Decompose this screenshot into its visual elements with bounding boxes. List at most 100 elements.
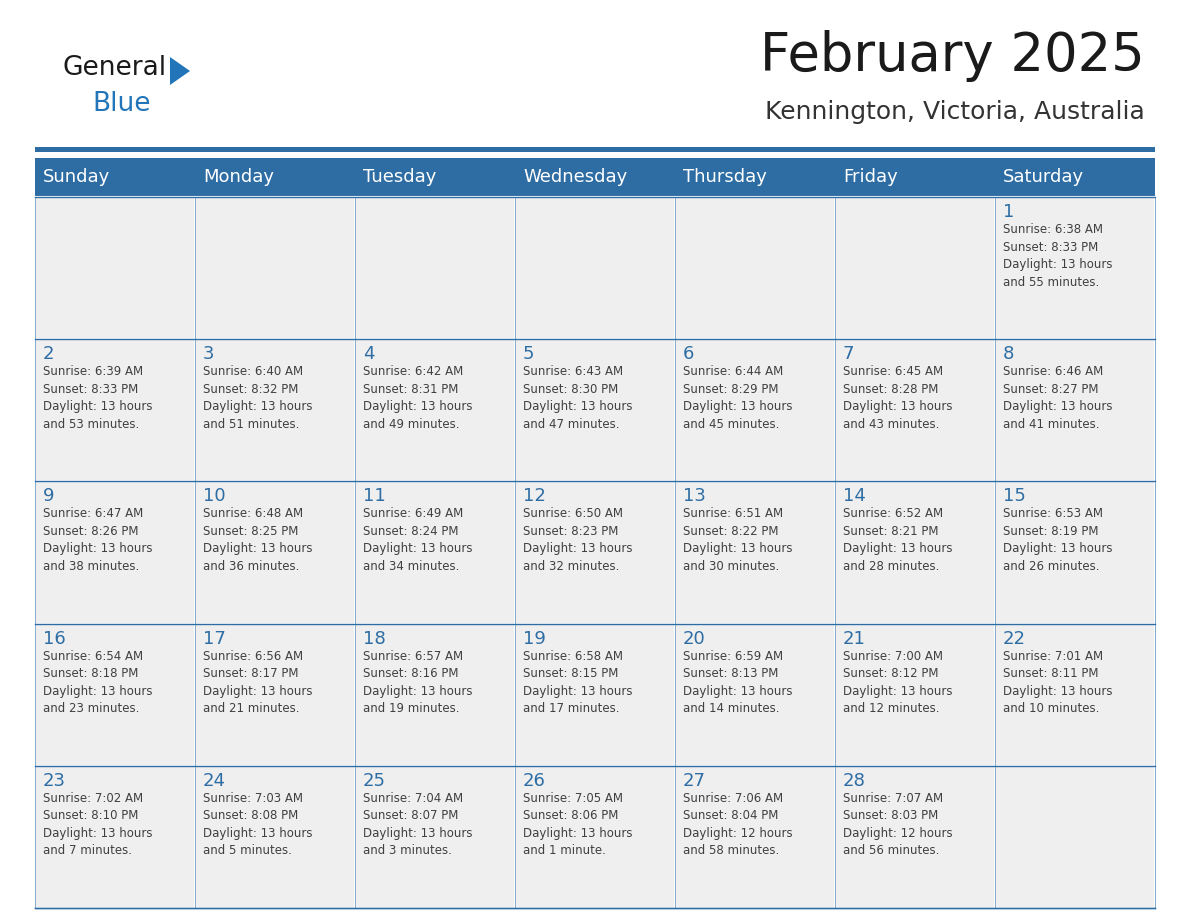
Bar <box>516 158 675 197</box>
Bar <box>516 766 675 908</box>
Text: Sunrise: 6:47 AM
Sunset: 8:26 PM
Daylight: 13 hours
and 38 minutes.: Sunrise: 6:47 AM Sunset: 8:26 PM Dayligh… <box>43 508 152 573</box>
Bar <box>516 623 675 766</box>
Text: 16: 16 <box>43 630 65 647</box>
Text: 22: 22 <box>1003 630 1026 647</box>
Text: Sunrise: 6:58 AM
Sunset: 8:15 PM
Daylight: 13 hours
and 17 minutes.: Sunrise: 6:58 AM Sunset: 8:15 PM Dayligh… <box>523 650 632 715</box>
Text: 9: 9 <box>43 487 55 506</box>
Text: Sunrise: 7:06 AM
Sunset: 8:04 PM
Daylight: 12 hours
and 58 minutes.: Sunrise: 7:06 AM Sunset: 8:04 PM Dayligh… <box>683 792 792 857</box>
Text: 5: 5 <box>523 345 535 364</box>
Text: 7: 7 <box>843 345 854 364</box>
Bar <box>355 158 516 197</box>
Bar <box>34 339 195 481</box>
Bar <box>34 766 195 908</box>
Bar <box>355 339 516 481</box>
Text: Sunrise: 6:48 AM
Sunset: 8:25 PM
Daylight: 13 hours
and 36 minutes.: Sunrise: 6:48 AM Sunset: 8:25 PM Dayligh… <box>203 508 312 573</box>
Text: Sunrise: 7:02 AM
Sunset: 8:10 PM
Daylight: 13 hours
and 7 minutes.: Sunrise: 7:02 AM Sunset: 8:10 PM Dayligh… <box>43 792 152 857</box>
Bar <box>996 623 1155 766</box>
FancyBboxPatch shape <box>34 147 1155 152</box>
Text: Sunrise: 7:03 AM
Sunset: 8:08 PM
Daylight: 13 hours
and 5 minutes.: Sunrise: 7:03 AM Sunset: 8:08 PM Dayligh… <box>203 792 312 857</box>
Text: 8: 8 <box>1003 345 1015 364</box>
Bar <box>195 766 355 908</box>
Text: Sunrise: 6:50 AM
Sunset: 8:23 PM
Daylight: 13 hours
and 32 minutes.: Sunrise: 6:50 AM Sunset: 8:23 PM Dayligh… <box>523 508 632 573</box>
Text: Sunrise: 6:39 AM
Sunset: 8:33 PM
Daylight: 13 hours
and 53 minutes.: Sunrise: 6:39 AM Sunset: 8:33 PM Dayligh… <box>43 365 152 431</box>
Text: Tuesday: Tuesday <box>364 169 436 186</box>
Text: 10: 10 <box>203 487 226 506</box>
Text: 21: 21 <box>843 630 866 647</box>
Bar <box>996 481 1155 623</box>
Text: Sunrise: 6:40 AM
Sunset: 8:32 PM
Daylight: 13 hours
and 51 minutes.: Sunrise: 6:40 AM Sunset: 8:32 PM Dayligh… <box>203 365 312 431</box>
Text: 26: 26 <box>523 772 545 789</box>
Text: Monday: Monday <box>203 169 274 186</box>
Text: 2: 2 <box>43 345 55 364</box>
Bar <box>835 339 996 481</box>
Bar <box>835 158 996 197</box>
Text: 11: 11 <box>364 487 386 506</box>
Text: Sunrise: 6:43 AM
Sunset: 8:30 PM
Daylight: 13 hours
and 47 minutes.: Sunrise: 6:43 AM Sunset: 8:30 PM Dayligh… <box>523 365 632 431</box>
Bar <box>835 197 996 339</box>
Text: Sunrise: 6:51 AM
Sunset: 8:22 PM
Daylight: 13 hours
and 30 minutes.: Sunrise: 6:51 AM Sunset: 8:22 PM Dayligh… <box>683 508 792 573</box>
Text: Sunrise: 7:04 AM
Sunset: 8:07 PM
Daylight: 13 hours
and 3 minutes.: Sunrise: 7:04 AM Sunset: 8:07 PM Dayligh… <box>364 792 473 857</box>
Text: Sunday: Sunday <box>43 169 110 186</box>
Bar <box>675 158 835 197</box>
Bar <box>675 766 835 908</box>
Text: Sunrise: 6:42 AM
Sunset: 8:31 PM
Daylight: 13 hours
and 49 minutes.: Sunrise: 6:42 AM Sunset: 8:31 PM Dayligh… <box>364 365 473 431</box>
Bar <box>675 481 835 623</box>
Text: 28: 28 <box>843 772 866 789</box>
Bar <box>835 623 996 766</box>
Bar <box>34 623 195 766</box>
Text: 20: 20 <box>683 630 706 647</box>
Bar <box>195 623 355 766</box>
Text: Friday: Friday <box>843 169 898 186</box>
Text: 17: 17 <box>203 630 226 647</box>
Text: Sunrise: 7:00 AM
Sunset: 8:12 PM
Daylight: 13 hours
and 12 minutes.: Sunrise: 7:00 AM Sunset: 8:12 PM Dayligh… <box>843 650 953 715</box>
Text: Sunrise: 6:45 AM
Sunset: 8:28 PM
Daylight: 13 hours
and 43 minutes.: Sunrise: 6:45 AM Sunset: 8:28 PM Dayligh… <box>843 365 953 431</box>
Text: 12: 12 <box>523 487 545 506</box>
Bar <box>516 197 675 339</box>
Text: 24: 24 <box>203 772 226 789</box>
Text: 23: 23 <box>43 772 67 789</box>
Text: Sunrise: 6:57 AM
Sunset: 8:16 PM
Daylight: 13 hours
and 19 minutes.: Sunrise: 6:57 AM Sunset: 8:16 PM Dayligh… <box>364 650 473 715</box>
Bar <box>675 339 835 481</box>
Text: Sunrise: 7:01 AM
Sunset: 8:11 PM
Daylight: 13 hours
and 10 minutes.: Sunrise: 7:01 AM Sunset: 8:11 PM Dayligh… <box>1003 650 1112 715</box>
Text: Sunrise: 6:54 AM
Sunset: 8:18 PM
Daylight: 13 hours
and 23 minutes.: Sunrise: 6:54 AM Sunset: 8:18 PM Dayligh… <box>43 650 152 715</box>
Text: Sunrise: 6:46 AM
Sunset: 8:27 PM
Daylight: 13 hours
and 41 minutes.: Sunrise: 6:46 AM Sunset: 8:27 PM Dayligh… <box>1003 365 1112 431</box>
Text: Saturday: Saturday <box>1003 169 1085 186</box>
Text: Sunrise: 6:49 AM
Sunset: 8:24 PM
Daylight: 13 hours
and 34 minutes.: Sunrise: 6:49 AM Sunset: 8:24 PM Dayligh… <box>364 508 473 573</box>
Text: 6: 6 <box>683 345 694 364</box>
Bar <box>996 339 1155 481</box>
Text: 13: 13 <box>683 487 706 506</box>
Bar <box>34 158 195 197</box>
Text: Kennington, Victoria, Australia: Kennington, Victoria, Australia <box>765 100 1145 124</box>
Text: General: General <box>62 55 166 81</box>
Bar <box>355 197 516 339</box>
Bar <box>675 197 835 339</box>
Text: Blue: Blue <box>91 91 151 117</box>
Text: 27: 27 <box>683 772 706 789</box>
Bar <box>34 197 195 339</box>
Bar <box>355 766 516 908</box>
Bar <box>996 766 1155 908</box>
Text: Sunrise: 7:07 AM
Sunset: 8:03 PM
Daylight: 12 hours
and 56 minutes.: Sunrise: 7:07 AM Sunset: 8:03 PM Dayligh… <box>843 792 953 857</box>
Bar <box>195 481 355 623</box>
Text: 1: 1 <box>1003 203 1015 221</box>
Bar <box>195 339 355 481</box>
Bar <box>34 481 195 623</box>
Bar <box>996 197 1155 339</box>
Text: Thursday: Thursday <box>683 169 767 186</box>
Bar <box>516 339 675 481</box>
Text: 4: 4 <box>364 345 374 364</box>
Text: Sunrise: 7:05 AM
Sunset: 8:06 PM
Daylight: 13 hours
and 1 minute.: Sunrise: 7:05 AM Sunset: 8:06 PM Dayligh… <box>523 792 632 857</box>
Text: Sunrise: 6:44 AM
Sunset: 8:29 PM
Daylight: 13 hours
and 45 minutes.: Sunrise: 6:44 AM Sunset: 8:29 PM Dayligh… <box>683 365 792 431</box>
Bar <box>195 158 355 197</box>
Text: Wednesday: Wednesday <box>523 169 627 186</box>
Bar <box>835 766 996 908</box>
Bar <box>996 158 1155 197</box>
Text: 14: 14 <box>843 487 866 506</box>
Text: 18: 18 <box>364 630 386 647</box>
Text: Sunrise: 6:53 AM
Sunset: 8:19 PM
Daylight: 13 hours
and 26 minutes.: Sunrise: 6:53 AM Sunset: 8:19 PM Dayligh… <box>1003 508 1112 573</box>
Text: Sunrise: 6:38 AM
Sunset: 8:33 PM
Daylight: 13 hours
and 55 minutes.: Sunrise: 6:38 AM Sunset: 8:33 PM Dayligh… <box>1003 223 1112 288</box>
Bar <box>195 197 355 339</box>
Text: 19: 19 <box>523 630 545 647</box>
Bar <box>516 481 675 623</box>
Text: 15: 15 <box>1003 487 1026 506</box>
